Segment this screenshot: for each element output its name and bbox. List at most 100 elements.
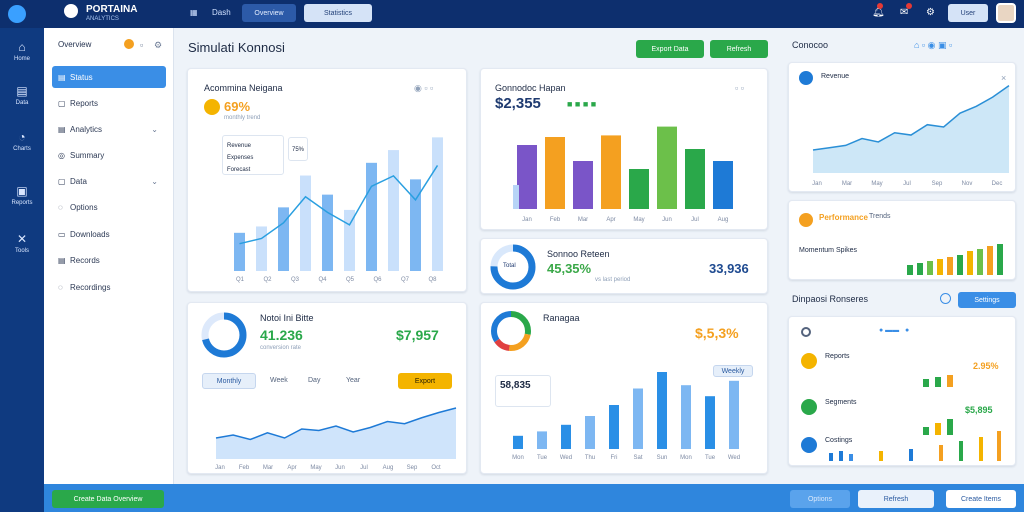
bar [300, 175, 311, 271]
pin-icon[interactable]: ▫ [140, 40, 144, 50]
card-title: Ranagaa [543, 313, 580, 323]
data-icon: ▤ [16, 84, 28, 98]
card-percent: 41.236 [260, 327, 303, 343]
bar [585, 416, 595, 449]
message-badge [906, 3, 912, 9]
card-menu-icon[interactable]: ◉ ▫ ▫ [414, 83, 434, 93]
ring-chart [490, 244, 536, 290]
x-tick-label: Jun [335, 465, 345, 471]
perf-sub: Trends [869, 213, 891, 220]
x-tick-label: Sun [657, 455, 668, 461]
weekly-tag[interactable]: Weekly [713, 365, 753, 377]
bar [609, 405, 619, 449]
chart4-xlabels: Mon Tue Wed Thu Fri Sat Sun Mon Tue Wed [512, 455, 740, 461]
x-tick-label: Feb [239, 465, 250, 471]
sidebar-item-records[interactable]: ▤ Records [58, 255, 100, 265]
ring-label: Total [503, 263, 516, 269]
bar-chart: Jan Feb Mar Apr May Jun Jul Aug [513, 126, 733, 223]
bell-icon[interactable]: 🔔︎ [872, 7, 885, 18]
brand-sub: ANALYTICS [86, 16, 119, 22]
right-list-card: ● ▬▬ ● Reports 2.95% Segments $5,895 Cos… [788, 316, 1016, 466]
chart1-xlabels: Q1 Q2 Q3 Q4 Q5 Q6 Q7 Q8 [236, 277, 437, 283]
x-tick-label: Apr [287, 465, 296, 471]
help-icon[interactable] [940, 293, 951, 304]
status-icon: ▤ [58, 72, 66, 82]
sidebar-item-reports[interactable]: ▢ Reports [58, 98, 99, 108]
bar [256, 226, 267, 271]
chevron-down-icon: ⌄ [151, 176, 158, 186]
perf-icon [799, 213, 813, 227]
profile-button[interactable]: User [948, 4, 988, 22]
x-tick-label: May [871, 181, 882, 187]
logo-icon [8, 5, 26, 23]
right-area-card: Revenue × Jan Mar May Jul Sep Nov Dec [788, 62, 1016, 192]
x-tick-label: Jan [522, 217, 532, 223]
x-tick-label: Thu [585, 455, 595, 461]
sidebar-item-downloads[interactable]: ▭ Downloads [58, 229, 110, 239]
data-item-icon: ▢ [58, 176, 66, 186]
period-week[interactable]: Week [270, 377, 288, 384]
export-button[interactable]: Export [398, 373, 452, 389]
tab-overview[interactable]: Overview [242, 4, 296, 22]
rail-reports[interactable]: ▣ Reports [0, 184, 44, 206]
close-icon[interactable]: × [1001, 73, 1007, 83]
nav-dash[interactable]: Dash [212, 8, 231, 17]
sidebar-item-data[interactable]: ▢ Data ⌄ [58, 176, 158, 186]
right-area-chart: Jan Mar May Jul Sep Nov Dec [812, 84, 1010, 187]
sidebar-item-recordings[interactable]: ◌ Recordings [58, 282, 111, 292]
settings-icon[interactable]: ⚙ [926, 7, 935, 18]
bar [513, 185, 519, 209]
momentum-bars [907, 244, 1003, 275]
x-tick-label: Mar [842, 181, 852, 187]
footer-refresh-button[interactable]: Refresh [858, 490, 934, 508]
message-icon[interactable]: ✉ [900, 7, 909, 18]
bar [633, 388, 643, 449]
series-legend: Revenue [821, 73, 850, 80]
refresh-button[interactable]: Refresh [710, 40, 768, 58]
kpi-value: 69% [224, 99, 251, 114]
x-tick-label: May [310, 465, 321, 471]
chart2-bars [513, 126, 733, 209]
pie-ring-chart [491, 311, 531, 351]
options-button[interactable]: Options [790, 490, 850, 508]
chart4-bars [513, 372, 739, 449]
create-items-button[interactable]: Create Items [946, 490, 1016, 508]
settings-button[interactable]: Settings [958, 292, 1016, 308]
tab-statistics[interactable]: Statistics [304, 4, 372, 22]
period-year[interactable]: Year [346, 377, 361, 384]
x-tick-label: Jul [691, 217, 699, 223]
bar [322, 194, 333, 271]
sidebar-item-options[interactable]: ◌ Options [58, 202, 98, 212]
records-icon: ▤ [58, 255, 66, 265]
x-tick-label: Sep [407, 465, 418, 471]
grid-icon[interactable]: ▦ [190, 8, 198, 17]
rail-charts[interactable]: ◔ Charts [0, 130, 44, 152]
export-data-button[interactable]: Export Data [636, 40, 704, 58]
card-menu-icon[interactable]: ▫ ▫ [735, 83, 744, 93]
trend-chart: Q1 Q2 Q3 Q4 Q5 Q6 Q7 Q8 [234, 137, 443, 283]
status-dot-icon [124, 39, 134, 49]
rail-tools[interactable]: ✕ Tools [0, 232, 44, 254]
right-panel-toolbar[interactable]: ⌂ ▫ ◉ ▣ ▫ [914, 40, 953, 50]
rail-home[interactable]: ⌂ Home [0, 40, 44, 62]
period-day[interactable]: Day [308, 377, 321, 384]
x-tick-label: Oct [431, 465, 441, 471]
sidebar-item-status[interactable]: ▤ Status [52, 66, 166, 88]
create-overview-button[interactable]: Create Data Overview [52, 490, 164, 508]
chevron-down-icon: ⌄ [151, 124, 158, 134]
avatar[interactable] [996, 3, 1016, 23]
chart5-area [813, 85, 1009, 173]
sidebar-item-summary[interactable]: ◎ Summary [58, 150, 105, 160]
rail-data[interactable]: ▤ Data [0, 84, 44, 106]
x-tick-label: Q1 [236, 277, 245, 283]
x-tick-label: Q8 [428, 277, 437, 283]
x-tick-label: Tue [705, 455, 716, 461]
settings-small-icon[interactable]: ⚙ [154, 40, 163, 50]
x-tick-label: Jan [812, 181, 822, 187]
period-monthly-button[interactable]: Monthly [202, 373, 256, 389]
sidebar-item-analytics[interactable]: ▤ Analytics ⌄ [58, 124, 158, 134]
chart2-xlabels: Jan Feb Mar Apr May Jun Jul Aug [522, 217, 728, 223]
list-header-tags: ● ▬▬ ● [879, 327, 910, 334]
list-item-icon [801, 353, 817, 369]
card-value: 33,936 [709, 261, 749, 276]
